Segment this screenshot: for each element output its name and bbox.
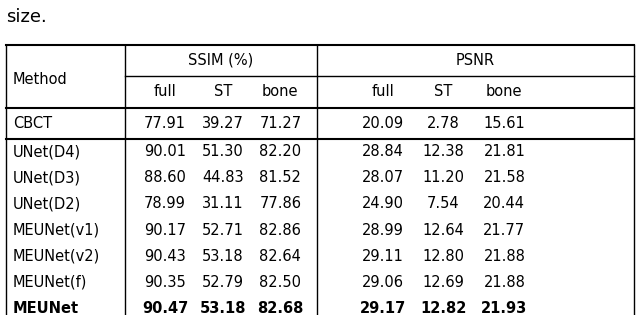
Text: 20.44: 20.44: [483, 197, 525, 211]
Text: 12.80: 12.80: [422, 249, 465, 264]
Text: 90.35: 90.35: [144, 275, 186, 290]
Text: 24.90: 24.90: [362, 197, 404, 211]
Text: 90.43: 90.43: [144, 249, 186, 264]
Text: MEUNet(v2): MEUNet(v2): [13, 249, 100, 264]
Text: 31.11: 31.11: [202, 197, 244, 211]
Text: bone: bone: [486, 84, 523, 99]
Text: 12.69: 12.69: [422, 275, 465, 290]
Text: 7.54: 7.54: [428, 197, 460, 211]
Text: 52.79: 52.79: [202, 275, 244, 290]
Text: ST: ST: [214, 84, 232, 99]
Text: 71.27: 71.27: [259, 116, 301, 131]
Text: 78.99: 78.99: [144, 197, 186, 211]
Text: 28.84: 28.84: [362, 144, 404, 159]
Text: 77.91: 77.91: [144, 116, 186, 131]
Text: 88.60: 88.60: [144, 170, 186, 185]
Text: MEUNet(f): MEUNet(f): [13, 275, 87, 290]
Text: 90.17: 90.17: [144, 223, 186, 238]
Text: 12.64: 12.64: [422, 223, 465, 238]
Text: 21.81: 21.81: [483, 144, 525, 159]
Text: 29.17: 29.17: [360, 301, 406, 315]
Text: UNet(D2): UNet(D2): [13, 197, 81, 211]
Text: Method: Method: [13, 72, 68, 87]
Text: 52.71: 52.71: [202, 223, 244, 238]
Text: 81.52: 81.52: [259, 170, 301, 185]
Text: 51.30: 51.30: [202, 144, 244, 159]
Text: ST: ST: [435, 84, 452, 99]
Text: 82.20: 82.20: [259, 144, 301, 159]
Text: 29.11: 29.11: [362, 249, 404, 264]
Text: 20.09: 20.09: [362, 116, 404, 131]
Text: 82.86: 82.86: [259, 223, 301, 238]
Text: 90.47: 90.47: [142, 301, 188, 315]
Text: 21.93: 21.93: [481, 301, 527, 315]
Text: full: full: [371, 84, 394, 99]
Text: UNet(D3): UNet(D3): [13, 170, 81, 185]
Text: full: full: [154, 84, 177, 99]
Text: 21.58: 21.58: [483, 170, 525, 185]
Text: 2.78: 2.78: [427, 116, 460, 131]
Text: MEUNet(v1): MEUNet(v1): [13, 223, 100, 238]
Text: 28.07: 28.07: [362, 170, 404, 185]
Text: 12.38: 12.38: [422, 144, 465, 159]
Text: 44.83: 44.83: [202, 170, 244, 185]
Text: UNet(D4): UNet(D4): [13, 144, 81, 159]
Text: 28.99: 28.99: [362, 223, 404, 238]
Text: 82.50: 82.50: [259, 275, 301, 290]
Text: 11.20: 11.20: [422, 170, 465, 185]
Text: 15.61: 15.61: [483, 116, 525, 131]
Text: CBCT: CBCT: [13, 116, 52, 131]
Text: bone: bone: [262, 84, 299, 99]
Text: 21.88: 21.88: [483, 249, 525, 264]
Text: 21.77: 21.77: [483, 223, 525, 238]
Text: size.: size.: [6, 8, 47, 26]
Text: MEUNet: MEUNet: [13, 301, 79, 315]
Text: 82.68: 82.68: [257, 301, 303, 315]
Text: 82.64: 82.64: [259, 249, 301, 264]
Text: 77.86: 77.86: [259, 197, 301, 211]
Text: 53.18: 53.18: [200, 301, 246, 315]
Text: 21.88: 21.88: [483, 275, 525, 290]
Text: 39.27: 39.27: [202, 116, 244, 131]
Text: 12.82: 12.82: [420, 301, 467, 315]
Text: 29.06: 29.06: [362, 275, 404, 290]
Text: PSNR: PSNR: [456, 53, 495, 68]
Text: 53.18: 53.18: [202, 249, 244, 264]
Text: 90.01: 90.01: [144, 144, 186, 159]
Text: SSIM (%): SSIM (%): [188, 53, 253, 68]
